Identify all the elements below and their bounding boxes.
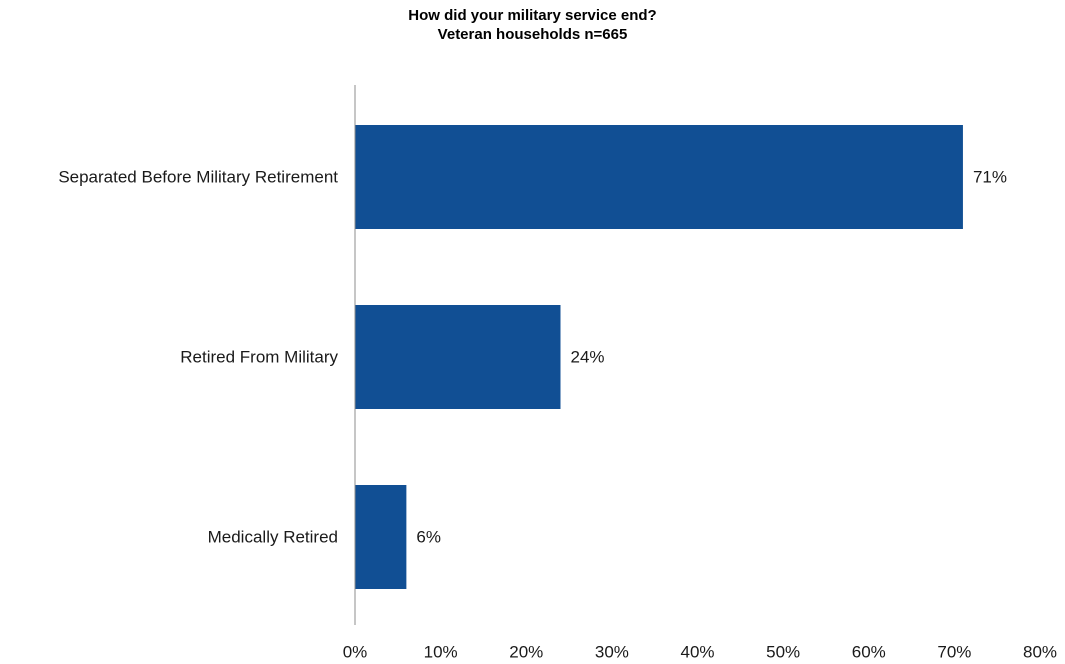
bar-medically-retired: [355, 485, 407, 589]
data-label: 6%: [416, 528, 441, 547]
x-tick-label: 40%: [680, 643, 714, 662]
data-label: 71%: [973, 168, 1007, 187]
x-tick-label: 70%: [937, 643, 971, 662]
chart-title: How did your military service end?: [408, 7, 657, 24]
chart-title-block: How did your military service end? Veter…: [0, 6, 1065, 44]
category-label: Separated Before Military Retirement: [58, 168, 338, 187]
category-label: Medically Retired: [208, 528, 338, 547]
x-tick-labels: 0% 10% 20% 30% 40% 50% 60% 70% 80%: [343, 643, 1057, 662]
x-tick-label: 0%: [343, 643, 368, 662]
bar-retired-from-military: [355, 305, 561, 409]
chart-subtitle: Veteran households n=665: [437, 26, 628, 43]
x-tick-label: 80%: [1023, 643, 1057, 662]
category-label: Retired From Military: [180, 348, 338, 367]
x-tick-label: 30%: [595, 643, 629, 662]
x-tick-label: 10%: [424, 643, 458, 662]
data-label: 24%: [571, 348, 605, 367]
bar-separated-before-military-retirement: [355, 125, 963, 229]
x-tick-label: 60%: [852, 643, 886, 662]
bars-layer: [355, 125, 963, 589]
x-tick-label: 20%: [509, 643, 543, 662]
labels-layer: Separated Before Military Retirement 71% R…: [58, 168, 1007, 547]
x-tick-label: 50%: [766, 643, 800, 662]
